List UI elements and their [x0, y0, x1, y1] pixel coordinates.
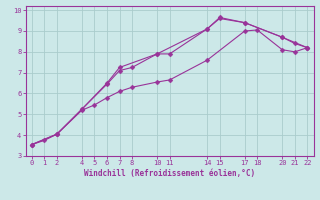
X-axis label: Windchill (Refroidissement éolien,°C): Windchill (Refroidissement éolien,°C)	[84, 169, 255, 178]
